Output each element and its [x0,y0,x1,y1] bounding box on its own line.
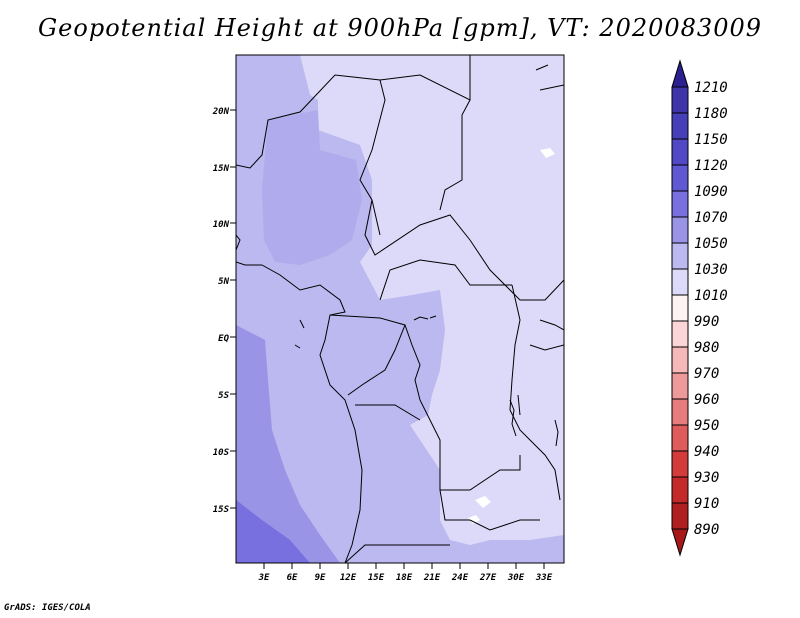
colorbar-labels: 1210 1180 1150 1120 1090 1070 1050 1030 1010 990 9… [694,80,728,538]
lat-tick-label: 15S [213,505,230,515]
colorbar-level-label: 1120 [694,158,728,174]
lat-tick-label: 5S [218,391,229,401]
map-boundaries [236,55,564,563]
colorbar-cell [671,346,689,374]
colorbar-level-label: 940 [694,444,719,460]
colorbar-level-label: 960 [694,392,719,408]
lon-tick-label: 33E [535,573,553,583]
colorbar-cell [671,294,689,322]
field-1030-north [236,55,290,170]
colorbar-level-label: 1070 [694,210,728,226]
colorbar-level-label: 1030 [694,262,728,278]
lon-tick-label: 21E [423,573,441,583]
lon-tick-label: 9E [315,573,326,583]
map-frame [235,54,565,564]
colorbar-level-label: 1050 [694,236,728,252]
lat-tick-label: 5N [218,277,229,287]
colorbar-cell [671,164,689,192]
lon-axis [263,563,545,569]
lon-tick-labels: 3E 6E 9E 12E 15E 18E 21E 24E 27E 30E 33E [258,573,553,583]
colorbar-cell [671,450,689,478]
colorbar-cells [671,86,689,530]
colorbar-level-label: 1180 [694,106,728,122]
colorbar-level-label: 1090 [694,184,728,200]
colorbar-cell [671,190,689,218]
map-panel [236,55,564,563]
colorbar-cell [671,476,689,504]
colorbar-level-label: 890 [694,522,719,538]
lat-tick-label: 10N [213,220,230,230]
lon-tick-label: 12E [340,573,357,583]
lat-tick-label: EQ [218,334,229,344]
map-title: Geopotential Height at 900hPa [gpm], VT:… [38,14,762,42]
lat-axis [230,109,236,509]
colorbar-level-label: 980 [694,340,719,356]
colorbar-level-label: 1150 [694,132,728,148]
colorbar-bottom-cap [671,528,689,557]
lon-tick-label: 27E [479,573,497,583]
lat-tick-label: 10S [213,448,230,458]
colorbar-cell [671,398,689,426]
field-1050 [236,325,340,563]
colorbar-top-cap [671,59,689,88]
colorbar-cell [671,502,689,530]
field-1050-interior [262,110,362,265]
lat-tick-label: 15N [213,164,230,174]
lat-tick-labels: 20N 15N 10N 5N EQ 5S 10S 15S [212,107,230,515]
field-1070 [236,500,310,563]
colorbar-cell [671,138,689,166]
colorbar-level-label: 1210 [694,80,728,96]
colorbar-level-label: 930 [694,470,719,486]
colorbar-cell [671,320,689,348]
colorbar-level-label: 1010 [694,288,728,304]
lon-tick-label: 30E [507,573,525,583]
colorbar-level-label: 950 [694,418,719,434]
lon-tick-label: 3E [258,573,270,583]
colorbar-cell [671,242,689,270]
colorbar-level-label: 990 [694,314,719,330]
lat-tick-label: 20N [212,107,230,117]
lon-tick-label: 24E [451,573,469,583]
colorbar-cell [671,112,689,140]
colorbar: 1210 1180 1150 1120 1090 1070 1050 1030 1010 990 9… [671,59,728,557]
footer-credit: GrADS: IGES/COLA [4,603,91,613]
colorbar-level-label: 970 [694,366,719,382]
colorbar-cell [671,424,689,452]
colorbar-cell [671,216,689,244]
lon-tick-label: 6E [287,573,298,583]
colorbar-cell [671,86,689,114]
colorbar-cell [671,372,689,400]
colorbar-cell [671,268,689,296]
colorbar-level-label: 910 [694,496,719,512]
lon-tick-label: 15E [368,573,385,583]
lon-tick-label: 18E [396,573,413,583]
